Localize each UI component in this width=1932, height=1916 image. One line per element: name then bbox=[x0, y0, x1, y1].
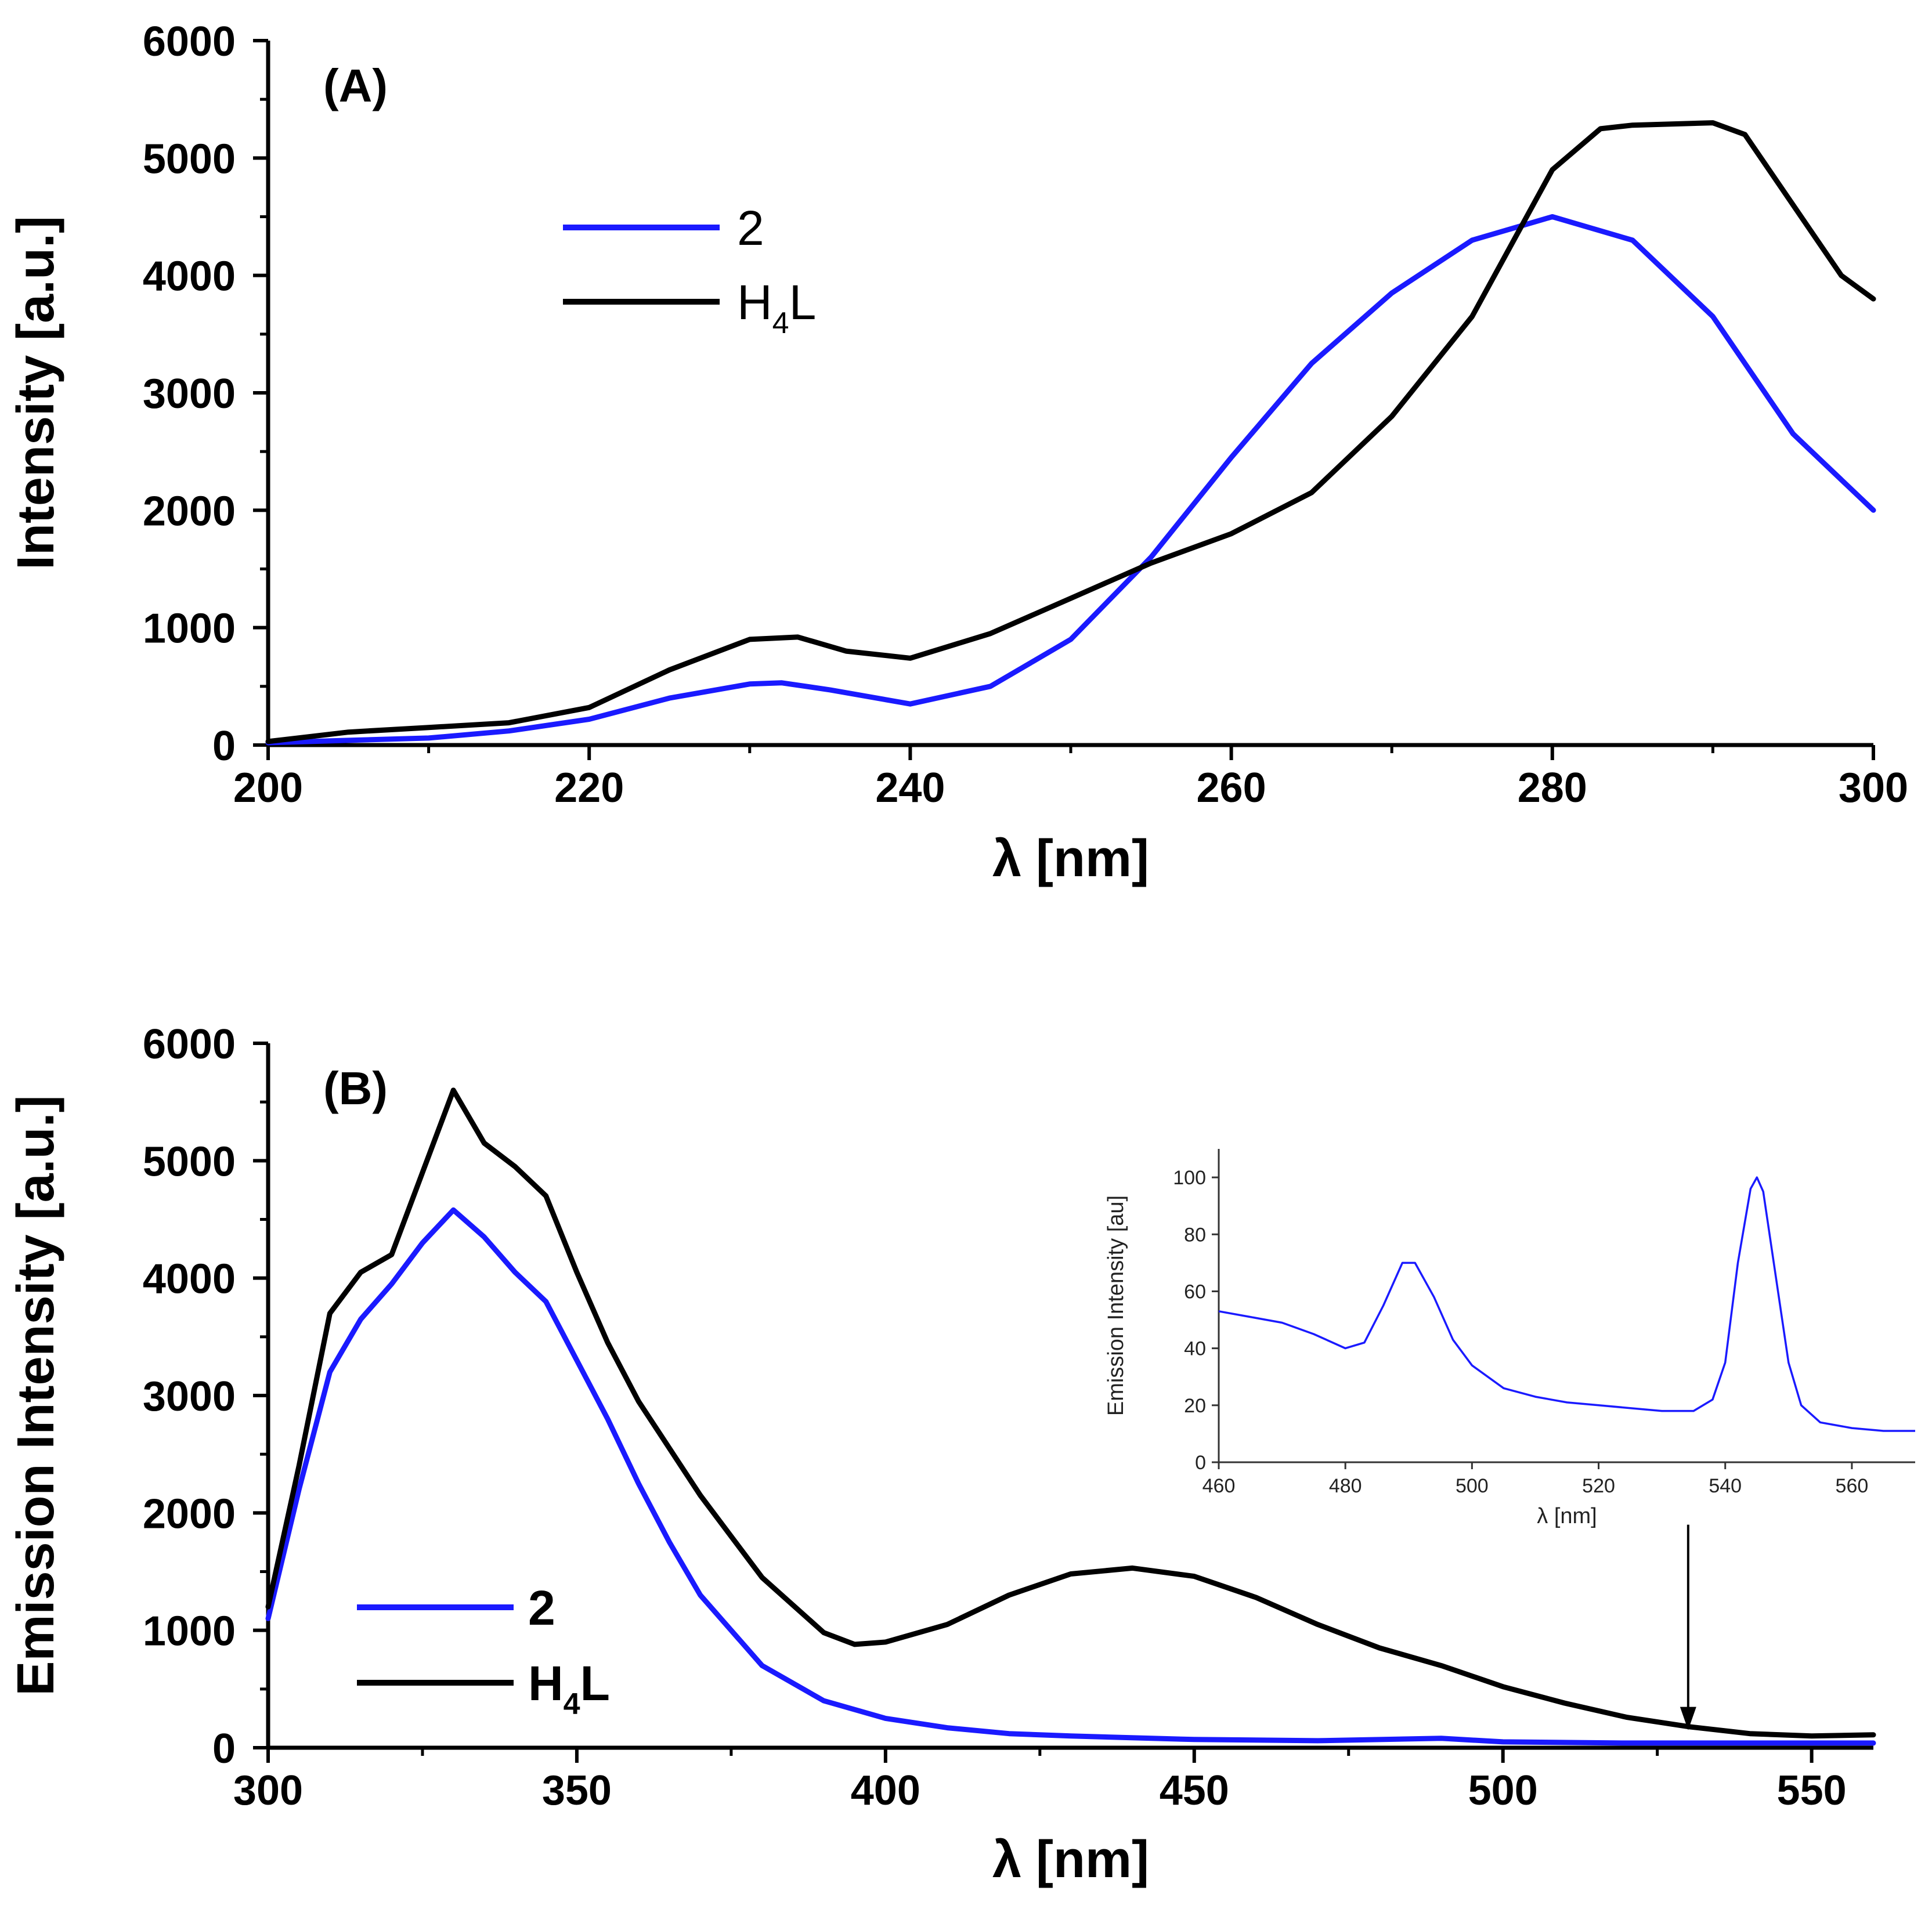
legend-entry-label: 2 bbox=[528, 1581, 555, 1635]
y-tick-label: 0 bbox=[212, 723, 236, 769]
inset-y-tick-label: 0 bbox=[1195, 1452, 1206, 1474]
panel-label: (B) bbox=[323, 1062, 388, 1114]
inset-x-tick-label: 460 bbox=[1202, 1475, 1236, 1497]
series-line-h4l bbox=[265, 120, 1876, 744]
x-tick-label: 260 bbox=[1197, 765, 1266, 811]
inset-y-tick-label: 40 bbox=[1184, 1338, 1206, 1360]
x-tick-label: 200 bbox=[233, 765, 303, 811]
inset-y-tick-label: 80 bbox=[1184, 1224, 1206, 1246]
inset-x-tick-label: 560 bbox=[1836, 1475, 1869, 1497]
series-line-2 bbox=[265, 1207, 1876, 1746]
inset-y-tick-label: 20 bbox=[1184, 1395, 1206, 1417]
x-axis-title: λ [nm] bbox=[992, 1831, 1149, 1889]
y-axis-title: Intensity [a.u.] bbox=[7, 216, 65, 570]
series-line-h4l bbox=[265, 1087, 1876, 1739]
inset-y-tick-label: 100 bbox=[1173, 1167, 1206, 1189]
y-tick-label: 5000 bbox=[143, 1138, 236, 1185]
chart-panel-a: 0 1000 2000 3000 4000 5000 6000 200 220 240 260 280… bbox=[7, 19, 1908, 888]
y-tick-label: 5000 bbox=[143, 136, 236, 182]
x-tick-label: 220 bbox=[554, 765, 624, 811]
y-tick-label: 4000 bbox=[143, 254, 236, 300]
inset-chart: 0 20 40 60 80 100 460 480 500 520 540 560 λ [nm] Emis… bbox=[1104, 1149, 1915, 1528]
x-tick-label: 550 bbox=[1777, 1767, 1847, 1814]
y-tick-label: 1000 bbox=[143, 606, 236, 652]
annotation-arrowhead bbox=[1680, 1707, 1696, 1730]
y-tick-label: 3000 bbox=[143, 1373, 236, 1420]
y-tick-label: 2000 bbox=[143, 488, 236, 534]
y-tick-label: 6000 bbox=[143, 1021, 236, 1068]
x-tick-label: 350 bbox=[542, 1767, 612, 1814]
y-tick-label: 3000 bbox=[143, 371, 236, 417]
y-tick-label: 4000 bbox=[143, 1256, 236, 1303]
inset-y-tick-label: 60 bbox=[1184, 1281, 1206, 1303]
x-tick-label: 500 bbox=[1468, 1767, 1538, 1814]
inset-x-tick-label: 480 bbox=[1329, 1475, 1362, 1497]
legend-entry-label: 2 bbox=[737, 201, 764, 255]
series-line-2 bbox=[265, 214, 1876, 746]
inset-y-axis-title: Emission Intensity [au] bbox=[1104, 1195, 1128, 1416]
y-axis-title: Emission Intensity [a.u.] bbox=[7, 1095, 65, 1696]
y-tick-label: 1000 bbox=[143, 1608, 236, 1655]
x-tick-label: 280 bbox=[1518, 765, 1587, 811]
x-tick-label: 300 bbox=[233, 1767, 303, 1814]
x-axis-title: λ [nm] bbox=[992, 830, 1149, 888]
x-tick-label: 240 bbox=[875, 765, 945, 811]
inset-x-axis-title: λ [nm] bbox=[1537, 1504, 1597, 1528]
x-tick-label: 300 bbox=[1839, 765, 1908, 811]
inset-x-tick-label: 500 bbox=[1456, 1475, 1489, 1497]
inset-series-line bbox=[1218, 1176, 1915, 1432]
y-tick-label: 2000 bbox=[143, 1491, 236, 1537]
y-tick-label: 0 bbox=[212, 1726, 236, 1772]
x-tick-label: 400 bbox=[851, 1767, 920, 1814]
x-tick-label: 450 bbox=[1160, 1767, 1229, 1814]
panel-label: (A) bbox=[323, 60, 388, 111]
y-tick-label: 6000 bbox=[143, 19, 236, 65]
inset-x-tick-label: 540 bbox=[1709, 1475, 1742, 1497]
inset-x-tick-label: 520 bbox=[1582, 1475, 1615, 1497]
